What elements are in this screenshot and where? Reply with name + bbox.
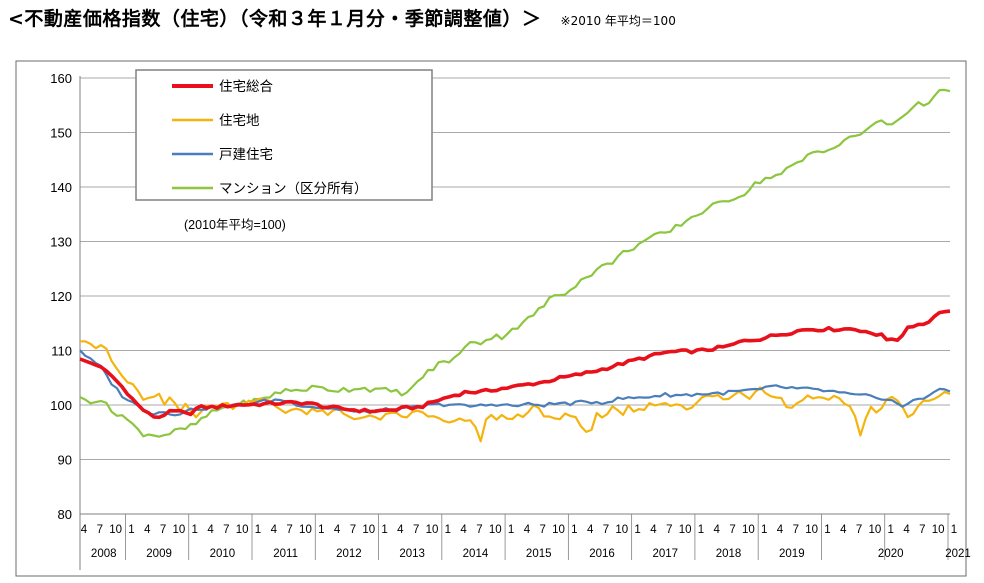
x-month-label: 7	[919, 524, 925, 536]
series-line-1	[79, 340, 951, 443]
x-year-label: 2008	[91, 548, 117, 560]
x-month-label: 4	[777, 524, 784, 536]
y-tick-label: 100	[50, 398, 72, 413]
series-line-0	[79, 309, 951, 420]
y-tick-label: 160	[50, 71, 72, 86]
x-month-label: 10	[236, 524, 249, 536]
x-year-label: 2018	[716, 548, 742, 560]
x-month-label: 1	[381, 524, 387, 536]
x-month-label: 4	[840, 524, 847, 536]
legend-label: 戸建住宅	[219, 147, 273, 162]
x-month-label: 7	[793, 524, 799, 536]
y-tick-label: 110	[51, 344, 72, 359]
x-year-label: 2012	[336, 548, 362, 560]
x-month-label: 4	[207, 524, 214, 536]
x-month-label: 7	[97, 524, 103, 536]
x-month-label: 7	[729, 524, 735, 536]
y-tick-label: 150	[50, 126, 72, 141]
x-month-label: 4	[144, 524, 151, 536]
x-month-label: 10	[173, 524, 186, 536]
x-year-label: 2010	[210, 548, 236, 560]
chart-main-title: <不動産価格指数（住宅）（令和３年１月分・季節調整値）＞	[8, 8, 542, 30]
x-month-label: 4	[524, 524, 531, 536]
x-year-label: 2013	[399, 548, 425, 560]
x-month-label: 10	[869, 524, 882, 536]
x-month-label: 10	[426, 524, 439, 536]
x-month-label: 7	[350, 524, 356, 536]
legend-label: マンション（区分所有）	[219, 181, 368, 196]
x-month-label: 7	[160, 524, 166, 536]
x-month-label: 7	[666, 524, 672, 536]
chart-base-note: ※2010 年平均＝100	[560, 14, 676, 28]
x-month-label: 4	[81, 524, 88, 536]
series-lines	[79, 88, 951, 443]
x-month-label: 10	[489, 524, 502, 536]
x-month-label: 1	[508, 524, 514, 536]
x-month-label: 7	[413, 524, 419, 536]
x-month-label: 1	[445, 524, 451, 536]
x-month-label: 1	[634, 524, 640, 536]
x-month-label: 10	[299, 524, 312, 536]
x-month-label: 7	[286, 524, 292, 536]
x-axis-ticks: 4 7 10 1 4 7 10 1 4 7 10 1 4 7 10 1 4 7 10 1 4 7 10 1 4 7 10 1 4 7 10 1…	[79, 514, 971, 568]
x-month-label: 1	[761, 524, 767, 536]
x-month-label: 4	[334, 524, 341, 536]
x-month-label: 10	[109, 524, 122, 536]
x-month-label: 4	[587, 524, 594, 536]
x-month-label: 4	[397, 524, 404, 536]
y-tick-label: 140	[50, 180, 72, 195]
x-month-label: 1	[318, 524, 324, 536]
x-month-label: 4	[460, 524, 467, 536]
x-month-label: 7	[856, 524, 862, 536]
x-month-label: 4	[903, 524, 910, 536]
legend-label: 住宅総合	[219, 79, 273, 94]
chart-frame	[15, 60, 967, 577]
x-month-label: 1	[128, 524, 134, 536]
legend-box	[135, 69, 433, 201]
x-year-label: 2016	[589, 548, 615, 560]
x-month-label: 7	[603, 524, 609, 536]
x-month-label: 4	[714, 524, 721, 536]
x-month-label: 10	[932, 524, 945, 536]
chart-title: <不動産価格指数（住宅）（令和３年１月分・季節調整値）＞ ※2010 年平均＝1…	[8, 4, 676, 31]
x-month-label: 1	[951, 524, 957, 536]
base-index-note: (2010年平均=100)	[184, 218, 286, 232]
y-tick-label: 80	[58, 507, 72, 522]
x-month-label: 10	[742, 524, 755, 536]
x-month-label: 1	[571, 524, 577, 536]
x-month-label: 10	[615, 524, 628, 536]
x-year-label: 2011	[273, 548, 298, 560]
x-year-label: 2014	[463, 548, 489, 560]
x-month-label: 10	[362, 524, 375, 536]
x-month-label: 1	[888, 524, 894, 536]
x-year-label: 2021	[945, 548, 971, 560]
x-month-label: 10	[552, 524, 565, 536]
x-year-label: 2019	[779, 548, 805, 560]
x-year-label: 2020	[878, 548, 904, 560]
y-tick-label: 130	[50, 235, 72, 250]
x-month-label: 4	[271, 524, 278, 536]
x-month-label: 1	[698, 524, 704, 536]
x-month-label: 1	[824, 524, 830, 536]
x-year-label: 2015	[526, 548, 552, 560]
y-tick-label: 120	[50, 289, 72, 304]
x-month-label: 1	[192, 524, 198, 536]
x-month-label: 7	[476, 524, 482, 536]
x-month-label: 4	[650, 524, 657, 536]
legend-label: 住宅地	[219, 113, 260, 128]
x-month-label: 10	[679, 524, 692, 536]
x-month-label: 1	[255, 524, 261, 536]
x-year-label: 2009	[146, 548, 172, 560]
x-month-label: 7	[223, 524, 229, 536]
x-month-label: 7	[540, 524, 546, 536]
x-month-label: 10	[805, 524, 818, 536]
x-year-label: 2017	[652, 548, 678, 560]
y-tick-label: 90	[58, 453, 72, 468]
